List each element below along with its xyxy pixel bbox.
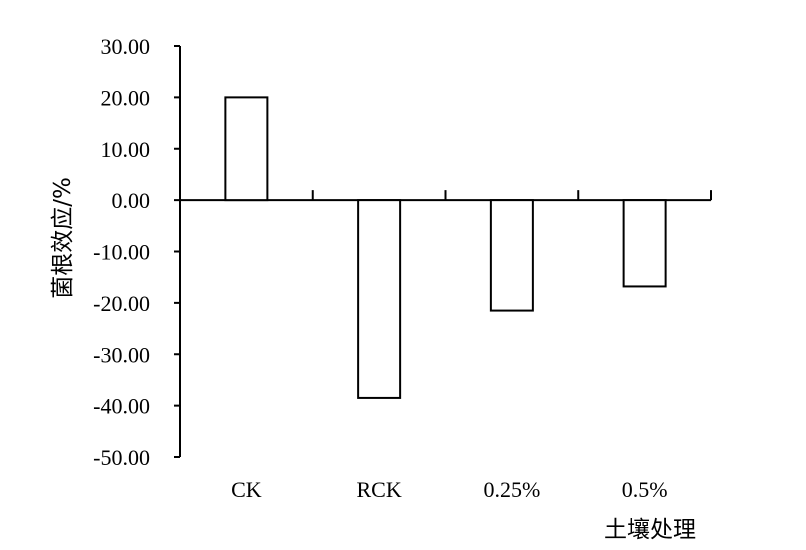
y-tick-label: -20.00 (93, 291, 150, 316)
bar-025 (489, 199, 534, 312)
y-tick-label: 20.00 (101, 85, 151, 110)
axis-labels: 30.00 20.00 10.00 0.00 -10.00 -20.00 -30.00 -40… (93, 34, 667, 502)
y-axis (174, 45, 181, 458)
x-tick-label: RCK (357, 477, 402, 502)
y-tick-label: -40.00 (93, 394, 150, 419)
y-tick-label: 10.00 (101, 137, 151, 162)
bar-ck (224, 96, 269, 202)
y-axis-title: 菌根效应/% (50, 177, 76, 299)
y-tick-label: -30.00 (93, 342, 150, 367)
x-axis-title: 土壤处理 (604, 517, 696, 543)
y-tick-label: -50.00 (93, 445, 150, 470)
y-tick-label: 0.00 (112, 188, 151, 213)
x-tick-label: 0.25% (483, 477, 540, 502)
bars (224, 96, 667, 399)
x-tick-label: CK (231, 477, 262, 502)
y-tick-label: -10.00 (93, 240, 150, 265)
x-axis (180, 190, 712, 202)
bar-rck (357, 199, 402, 399)
x-tick-label: 0.5% (622, 477, 668, 502)
bar-05 (622, 199, 667, 288)
y-tick-label: 30.00 (101, 34, 151, 59)
